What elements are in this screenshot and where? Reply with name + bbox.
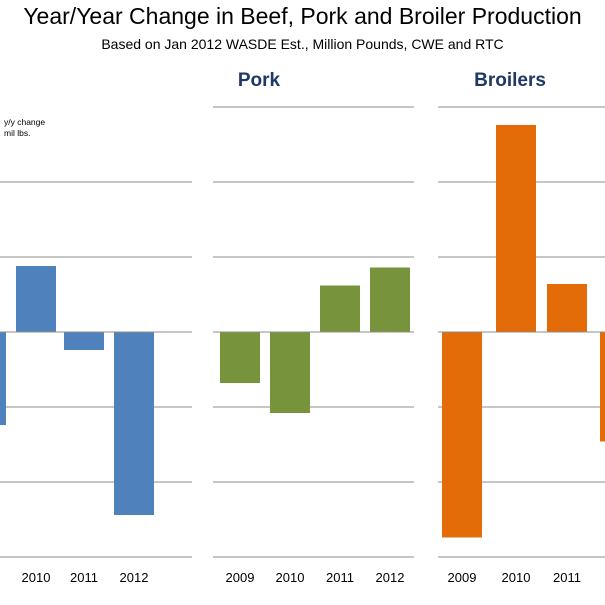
broilers-tick-label: 2011 [553,570,581,585]
beef-bar-2011 [64,332,104,350]
broilers-bar-2012 [600,332,605,442]
pork-panel-title: Pork [238,70,281,91]
beef-tick-label: 2011 [70,570,98,585]
pork-bar-2009 [220,332,260,383]
pork-tick-label: 2011 [326,570,354,585]
broilers-tick-label: 2010 [502,570,531,585]
broilers-tick-label: 2009 [448,570,477,585]
beef-tick-label: 2010 [22,570,51,585]
broilers-bar-2010 [496,125,536,332]
pork-tick-label: 2012 [376,570,405,585]
beef-annotation: y/y change [4,117,45,127]
pork-bar-2010 [270,332,310,413]
pork-bar-2012 [370,267,410,332]
broilers-panel-title: Broilers [474,70,546,91]
pork-bar-2011 [320,285,360,332]
beef-bar-2009 [0,332,6,425]
beef-bar-2010 [16,266,56,332]
pork-tick-label: 2009 [226,570,255,585]
broilers-bar-2011 [547,284,587,332]
chart-subtitle: Based on Jan 2012 WASDE Est., Million Po… [101,36,504,52]
pork-tick-label: 2010 [276,570,305,585]
broilers-bar-2009 [442,332,482,538]
beef-tick-label: 2012 [120,570,149,585]
beef-bar-2012 [114,332,154,515]
beef-annotation: mil lbs. [4,128,30,138]
chart-title: Year/Year Change in Beef, Pork and Broil… [23,3,582,29]
